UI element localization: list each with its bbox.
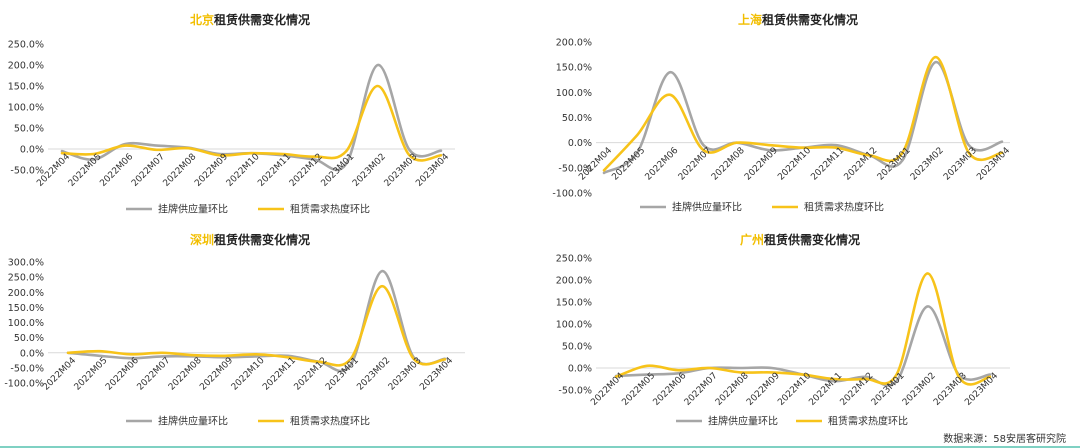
x-tick-label: 2022M05 [73,356,110,393]
x-tick-label: 2022M09 [193,152,230,189]
legend-label: 租赁需求热度环比 [828,415,908,428]
y-tick-label: -100.0% [552,189,592,200]
chart-title-city: 上海 [738,12,762,27]
y-tick-label: 100.0% [8,318,44,329]
y-tick-label: 200.0% [8,61,44,72]
y-tick-label: 0.0% [20,145,44,156]
legend-label: 挂牌供应量环比 [672,201,742,214]
chart-guangzhou-svg: 广州租赁供需变化情况 250.0% 200.0% 150.0% 100.0% 50.0% 0… [556,232,1010,428]
chart-title-city: 深圳 [190,232,214,247]
x-tick-label: 2022M05 [610,146,647,183]
x-tick-label: 2022M11 [809,146,846,183]
x-tick-label: 2022M06 [98,152,135,189]
y-tick-label: -50.0% [558,163,592,174]
x-tick-label: 2022M07 [130,152,167,189]
series-line-demand [614,272,992,386]
chart-title: 上海租赁供需变化情况 [738,12,858,27]
x-tick-label: 2023M02 [351,152,388,189]
series-line-demand [60,84,443,162]
chart-beijing-svg: 北京租赁供需变化情况 250.0% 200.0% 150.0% 100.0% 50.0% 0… [8,12,455,216]
chart-title-rest: 租赁供需变化情况 [214,12,310,27]
y-tick-label: -50.0% [10,166,44,177]
y-tick-label: 200.0% [556,38,592,49]
y-tick-label: -100.0% [4,379,44,390]
bottom-rule [0,446,1080,448]
legend-label: 挂牌供应量环比 [708,415,778,428]
y-tick-label: 100.0% [556,88,592,99]
y-tick-label: 100.0% [556,320,592,331]
y-tick-label: -50.0% [10,363,44,374]
y-tick-label: 50.0% [14,124,44,135]
y-tick-label: 200.0% [8,288,44,299]
chart-title-city: 广州 [740,232,764,247]
x-tick-label: 2023M03 [942,146,979,183]
y-tick-label: 0.0% [20,348,44,359]
series-line-listing [66,269,447,373]
x-tick-label: 2022M11 [256,152,293,189]
y-tick-label: 50.0% [562,342,592,353]
y-tick-label: 250.0% [8,40,44,51]
x-tick-label: 2022M11 [261,356,298,393]
legend-label: 挂牌供应量环比 [158,415,228,428]
x-tick-label: 2022M08 [167,356,204,393]
chart-shanghai-svg: 上海租赁供需变化情况 200.0% 150.0% 100.0% 50.0% 0.0% -50… [552,12,1012,214]
y-tick-label: 50.0% [14,333,44,344]
chart-title: 广州租赁供需变化情况 [740,232,860,247]
y-tick-label: 200.0% [556,276,592,287]
x-tick-label: 2023M03 [387,356,424,393]
chart-title-rest: 租赁供需变化情况 [762,12,858,27]
legend-label: 租赁需求热度环比 [290,203,370,216]
chart-guangzhou: 广州租赁供需变化情况 250.0% 200.0% 150.0% 100.0% 50.0% 0… [540,226,1080,431]
y-tick-label: 100.0% [8,103,44,114]
chart-shenzhen: 深圳租赁供需变化情况 300.0% 250.0% 200.0% 150.0% 100.0%… [0,226,540,431]
y-tick-label: -50.0% [558,386,592,397]
x-tick-label: 2022M04 [41,356,78,393]
y-tick-label: 0.0% [568,138,592,149]
chart-shenzhen-svg: 深圳租赁供需变化情况 300.0% 250.0% 200.0% 150.0% 100.0%… [4,232,465,428]
x-tick-label: 2022M09 [743,146,780,183]
x-tick-label: 2022M08 [162,152,199,189]
legend-label: 租赁需求热度环比 [290,415,370,428]
chart-title: 北京租赁供需变化情况 [190,12,310,27]
x-tick-label: 2022M10 [230,356,267,393]
x-tick-label: 2022M10 [225,152,262,189]
chart-beijing: 北京租赁供需变化情况 250.0% 200.0% 150.0% 100.0% 50.0% 0… [0,6,540,221]
x-tick-label: 2023M02 [909,146,946,183]
y-tick-label: 250.0% [8,273,44,284]
y-tick-label: 50.0% [562,113,592,124]
x-tick-label: 2023M03 [383,152,420,189]
chart-shanghai: 上海租赁供需变化情况 200.0% 150.0% 100.0% 50.0% 0.0% -50… [540,6,1080,221]
chart-title: 深圳租赁供需变化情况 [190,232,310,247]
legend-label: 租赁需求热度环比 [804,201,884,214]
y-tick-label: 150.0% [8,82,44,93]
y-tick-label: 150.0% [556,63,592,74]
x-tick-label: 2022M07 [677,146,714,183]
y-tick-label: 0.0% [568,364,592,375]
x-tick-label: 2022M07 [136,356,173,393]
legend-label: 挂牌供应量环比 [158,203,228,216]
x-tick-label: 2023M02 [355,356,392,393]
x-tick-label: 2022M06 [644,146,681,183]
x-tick-label: 2023M01 [324,356,361,393]
x-tick-label: 2022M09 [198,356,235,393]
chart-title-rest: 租赁供需变化情况 [764,232,860,247]
y-tick-label: 150.0% [8,303,44,314]
series-line-demand [602,55,1004,172]
chart-title-rest: 租赁供需变化情况 [214,232,310,247]
x-tick-label: 2023M01 [876,146,913,183]
x-tick-label: 2022M06 [104,356,141,393]
y-tick-label: 300.0% [8,258,44,269]
series-line-demand [66,284,447,367]
y-tick-label: 150.0% [556,298,592,309]
data-source-note: 数据来源：58安居客研究院 [943,434,1066,445]
chart-title-city: 北京 [190,12,214,27]
y-tick-label: 250.0% [556,254,592,265]
